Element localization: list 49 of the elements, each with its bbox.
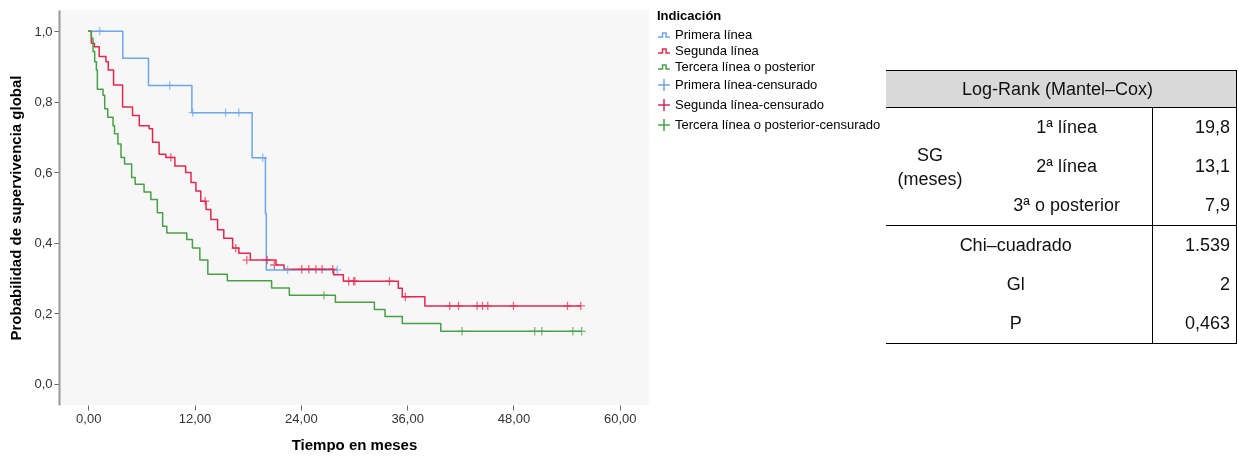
legend-label: Tercera línea o posterior bbox=[675, 59, 816, 74]
legend-label: Segunda línea-censurado bbox=[675, 97, 824, 112]
x-tick-label: 12,00 bbox=[178, 410, 212, 426]
x-axis-title: Tiempo en meses bbox=[291, 435, 418, 453]
point bbox=[230, 243, 241, 253]
legend-label: Primera línea-censurado bbox=[675, 77, 818, 92]
text: 7,9 bbox=[1152, 186, 1237, 226]
y-tick-label: 1,0 bbox=[34, 23, 53, 39]
point bbox=[562, 301, 573, 311]
y-tick-label: 0,0 bbox=[34, 376, 53, 392]
point bbox=[166, 152, 176, 163]
text: 2 bbox=[1152, 265, 1237, 304]
text: 2ª línea bbox=[1035, 155, 1098, 178]
text: Chi–cuadrado bbox=[878, 225, 1153, 265]
point bbox=[317, 264, 327, 275]
point bbox=[282, 265, 293, 275]
y-tick-label: 0,2 bbox=[34, 305, 53, 321]
point bbox=[508, 301, 519, 311]
y-axis-title: Probabilidad de supervivencia global bbox=[7, 75, 25, 341]
legend-label: Primera línea bbox=[675, 27, 754, 42]
text: 1ª línea bbox=[1035, 116, 1098, 139]
point bbox=[457, 326, 467, 337]
x-tick-label: 48,00 bbox=[497, 410, 531, 426]
point bbox=[575, 301, 586, 311]
point bbox=[453, 301, 464, 311]
y-tick-label: 0,4 bbox=[34, 235, 53, 251]
point bbox=[319, 290, 329, 301]
x-tick-label: 36,00 bbox=[391, 410, 424, 426]
text: 1.539 bbox=[1152, 225, 1237, 265]
text: 3ª o posterior bbox=[1012, 194, 1121, 217]
point bbox=[241, 255, 252, 265]
x-tick-label: 60,00 bbox=[603, 410, 637, 426]
y-tick-label: 0,6 bbox=[34, 164, 53, 180]
text: 19,8 bbox=[1152, 107, 1237, 147]
text: Gl bbox=[1005, 273, 1026, 296]
point bbox=[482, 301, 493, 311]
text: P bbox=[1008, 312, 1023, 335]
text: Log-Rank (Mantel–Cox) bbox=[878, 70, 1237, 108]
text: SG (meses) bbox=[896, 143, 964, 191]
legend-label: Segunda línea bbox=[675, 43, 760, 58]
y-tick-label: 0,8 bbox=[34, 94, 53, 110]
text: 0,463 bbox=[1152, 304, 1237, 344]
point bbox=[311, 264, 321, 275]
legend-title: Indicación bbox=[657, 8, 722, 23]
x-tick-label: 24,00 bbox=[285, 410, 318, 426]
legend-label: Tercera línea o posterior-censurado bbox=[675, 117, 881, 132]
text: 13,1 bbox=[1152, 147, 1237, 186]
point bbox=[444, 301, 455, 311]
x-tick-label: 0,00 bbox=[76, 410, 102, 426]
